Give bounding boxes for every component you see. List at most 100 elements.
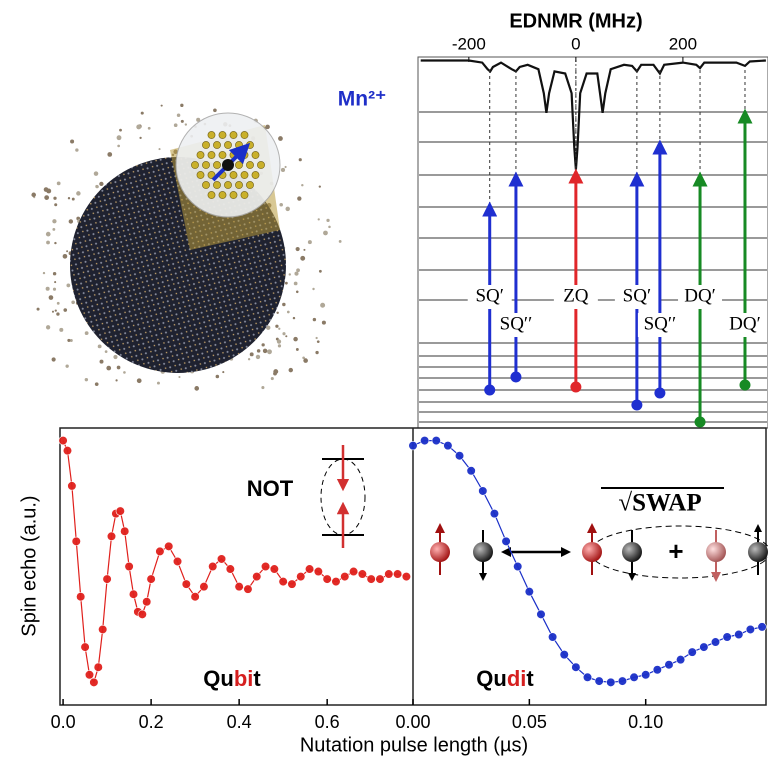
data-point xyxy=(115,506,125,516)
ligand xyxy=(99,359,104,364)
mn-ion xyxy=(222,159,234,171)
ligand xyxy=(298,158,302,162)
swap-label: √SWAP xyxy=(618,490,701,517)
data-point xyxy=(548,632,558,642)
transition-label: SQ′′ xyxy=(500,313,533,334)
ligand xyxy=(84,377,89,382)
data-point xyxy=(216,554,227,564)
ligand xyxy=(180,119,184,123)
ligand xyxy=(99,181,104,187)
lattice-atom xyxy=(213,141,221,149)
data-point xyxy=(71,536,81,546)
ligand xyxy=(280,167,286,173)
x-tick-label: 0.00 xyxy=(395,712,430,732)
ligand xyxy=(277,344,282,348)
ligand xyxy=(286,310,290,314)
label-bg xyxy=(614,285,659,309)
lattice-atom xyxy=(202,161,210,169)
ligand xyxy=(278,327,281,330)
ligand xyxy=(56,301,60,305)
data-point xyxy=(454,451,465,461)
ligand xyxy=(316,340,320,344)
data-point xyxy=(84,670,95,680)
ligand xyxy=(279,202,283,207)
ligand xyxy=(104,350,108,353)
panel-title: Qudit xyxy=(476,666,534,691)
ligand xyxy=(293,281,298,286)
data-point xyxy=(181,579,191,589)
title-part: Qu xyxy=(476,666,507,691)
lattice-atom xyxy=(235,181,243,189)
ligand xyxy=(284,165,287,169)
ligand xyxy=(67,197,71,200)
data-point xyxy=(375,574,385,584)
data-point xyxy=(466,466,476,476)
data-point xyxy=(384,569,394,579)
data-point xyxy=(278,577,288,587)
ligand xyxy=(139,136,142,140)
data-point xyxy=(757,622,767,632)
lattice-atom xyxy=(240,171,249,179)
label-bg xyxy=(553,285,598,309)
data-point xyxy=(401,571,411,582)
ligand xyxy=(178,375,181,379)
ligand xyxy=(275,324,279,328)
lattice-atom xyxy=(196,171,205,179)
fit-line xyxy=(412,440,763,683)
ligand xyxy=(56,312,60,316)
ligand xyxy=(123,371,126,374)
transition-label: DQ′ xyxy=(684,285,716,306)
data-point xyxy=(76,592,86,602)
ligand xyxy=(312,287,315,291)
ligand xyxy=(43,187,49,192)
ligand xyxy=(65,364,69,368)
ligand xyxy=(215,374,220,379)
ligand xyxy=(94,382,99,387)
ligand xyxy=(307,240,312,245)
lattice-atom xyxy=(229,191,238,199)
lattice-atom xyxy=(207,191,216,199)
data-point xyxy=(172,556,183,567)
x-tick-label: 0.6 xyxy=(315,712,340,732)
lattice-atom xyxy=(218,151,227,159)
data-point xyxy=(489,509,500,519)
ligand xyxy=(285,335,288,338)
data-point xyxy=(366,574,376,584)
x-tick-label: -200 xyxy=(452,34,486,53)
ligand xyxy=(296,268,300,273)
transition-origin xyxy=(739,379,751,391)
data-point xyxy=(357,569,367,579)
ligand xyxy=(71,197,75,201)
data-point xyxy=(710,637,721,647)
swap-diagram: + xyxy=(430,523,768,582)
lattice-atom xyxy=(202,141,210,149)
ligand xyxy=(75,148,79,152)
ligand xyxy=(295,348,299,351)
ligand xyxy=(213,108,217,113)
ligand xyxy=(285,206,290,212)
ligand xyxy=(255,354,261,360)
ligand xyxy=(273,369,279,375)
ligand xyxy=(69,338,73,342)
lattice-atom xyxy=(196,151,205,159)
ligand xyxy=(51,310,55,313)
ligand xyxy=(52,287,57,291)
data-point xyxy=(594,676,604,686)
ligand xyxy=(107,152,113,157)
ion-label: Mn²⁺ xyxy=(338,88,386,111)
transition-label: SQ′′ xyxy=(644,313,677,334)
data-point xyxy=(164,541,174,551)
ligand xyxy=(196,117,201,122)
ligand xyxy=(68,219,74,224)
ligand xyxy=(318,269,322,273)
data-point xyxy=(501,536,511,546)
ligand xyxy=(158,148,161,151)
x-tick-label: 0 xyxy=(571,34,580,53)
data-point xyxy=(652,665,662,675)
ligand xyxy=(116,135,122,141)
data-point xyxy=(582,672,593,682)
data-point xyxy=(296,571,306,582)
ligand xyxy=(194,386,200,391)
data-point xyxy=(287,579,297,589)
